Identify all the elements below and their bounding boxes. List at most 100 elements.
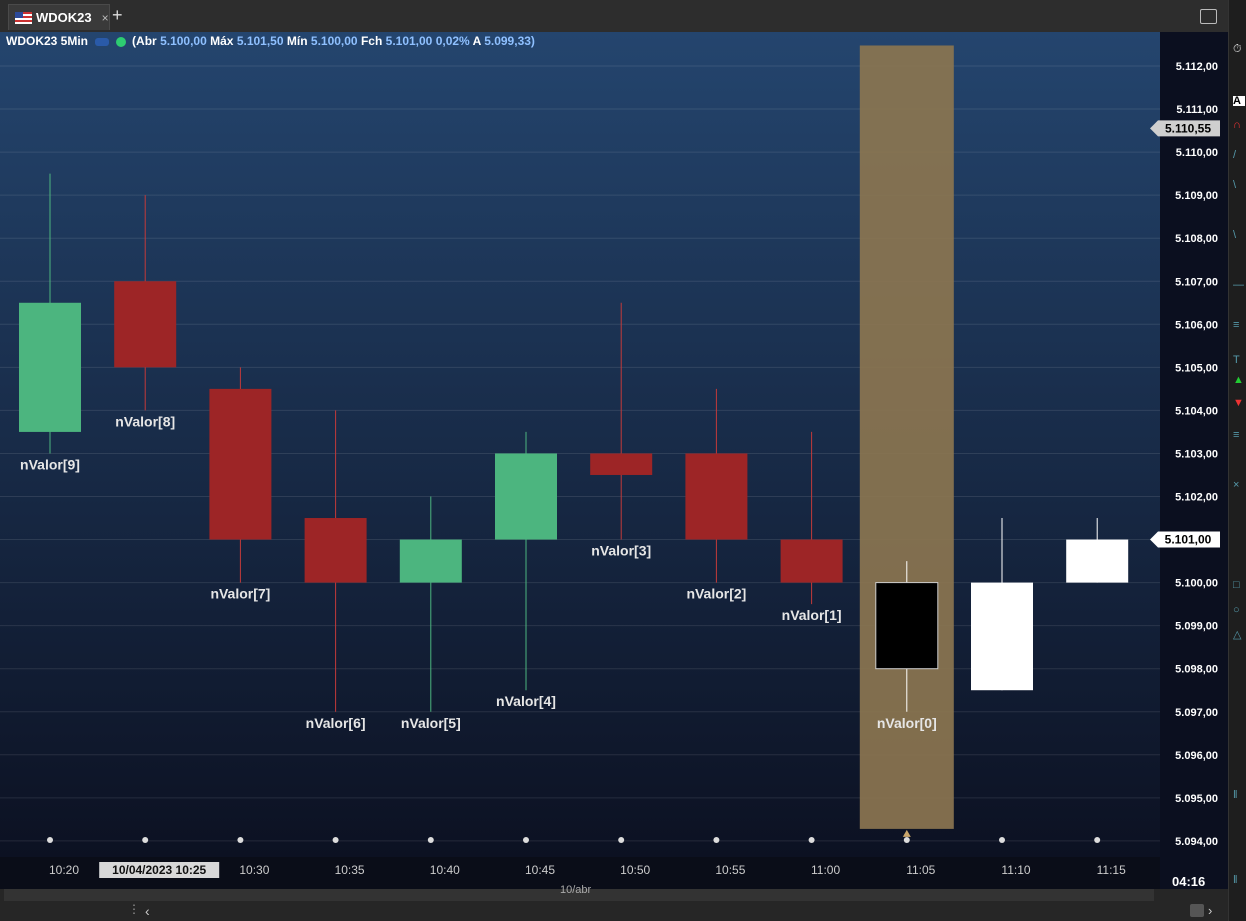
candle-label: nValor[0] [877,715,937,731]
magnet-icon[interactable]: ∩ [1233,119,1241,131]
time-scrollbar[interactable] [4,889,1154,901]
price-marker-badge [1150,531,1220,548]
candle-label: nValor[7] [210,586,270,602]
price-tick-label: 5.102,00 [1175,492,1218,504]
price-marker-badge [1150,120,1220,137]
time-tick-label: 11:05 [906,863,935,877]
time-tick-label: 10:35 [335,863,365,877]
gann-icon[interactable]: ‖ [1233,789,1238,801]
price-tick-label: 5.097,00 [1175,707,1218,719]
price-tick-label: 5.103,00 [1175,448,1218,460]
add-tab-button[interactable]: + [112,5,123,25]
high-label: Máx [210,34,234,48]
scroll-left-icon[interactable]: ‹ [145,903,150,919]
candle-body [304,518,367,583]
broker-icon [95,37,110,46]
low-label: Mín [286,34,308,48]
candlestick-chart[interactable]: 5.112,00 5.111,00 5.110,00 5.109,00 5.108,00… [0,32,1228,889]
close-value: 5.101,00 [385,34,433,48]
us-flag-icon [15,11,32,24]
tab-label: WDOK23 [36,10,92,25]
time-dot [237,837,244,843]
date-label: 10/abr [560,884,592,896]
bottom-bar: 10/abr ⋮ ‹ [0,884,1228,921]
chart-area[interactable]: 5.112,00 5.111,00 5.110,00 5.109,00 5.108,00… [0,32,1228,889]
pencil-icon[interactable]: / [1233,149,1237,161]
connection-status-icon [115,36,126,47]
average-label: A [472,34,481,48]
clock: 04:16 [1172,874,1206,889]
timer-icon[interactable]: ⏱ [1233,43,1242,55]
arrow-down-icon[interactable]: ▼ [1233,397,1244,409]
price-tick-label: 5.094,00 [1175,836,1218,848]
price-tick-label: 5.110,00 [1176,147,1218,159]
line-tool-icon[interactable]: \ [1233,179,1237,191]
rectangle-icon[interactable]: □ [1233,579,1240,591]
tab-bar: WDOK23 × + [0,0,1228,33]
open-value: 5.100,00 [160,34,207,48]
scroll-right-icon[interactable]: › [1208,903,1213,918]
candle-label: nValor[8] [115,413,175,429]
candle-body [209,388,272,540]
time-dot [427,837,434,843]
candle-label: nValor[1] [782,607,842,623]
price-tick-label: 5.100,00 [1175,578,1218,590]
price-tick-label: 5.105,00 [1175,362,1218,374]
channel-icon[interactable]: ≡ [1233,319,1240,331]
candle-label: nValor[2] [686,586,746,602]
open-label: (Abr [132,34,157,48]
text-label-icon[interactable]: T [1233,354,1240,366]
candle-label: nValor[3] [591,543,651,559]
price-tick-label: 5.109,00 [1175,190,1218,202]
chart-settings-icon[interactable] [1200,9,1217,24]
tab-close-button[interactable]: × [101,10,109,25]
arrow-up-icon[interactable]: ▲ [1233,374,1244,386]
time-tick-label: 11:15 [1097,863,1126,877]
average-value: 5.099,33) [484,34,535,48]
price-tick-label: 5.104,00 [1175,405,1218,417]
text-tool-icon[interactable]: A [1233,96,1245,107]
price-tick-label: 5.106,00 [1175,319,1218,331]
ohlc-info-bar: WDOK23 5Min (Abr 5.100,00 Máx 5.101,50 M… [6,34,535,48]
change-percent: 0,02% [435,34,470,48]
candle-body [590,453,653,475]
candle-body [875,582,939,670]
candle-body [19,302,81,432]
price-tick-label: 5.111,00 [1176,104,1218,116]
price-marker-label: 5.101,00 [1165,533,1212,547]
cross-icon[interactable]: × [1233,479,1240,491]
candle-body [685,453,748,540]
time-dot [808,837,815,843]
more-icon[interactable]: ⋮ [128,902,140,916]
time-dot [332,837,339,843]
time-dot [1094,837,1101,843]
crosshair-time-label: 10/04/2023 10:25 [112,863,206,877]
time-dot [47,837,53,843]
price-axis-panel [1160,32,1228,889]
fibonacci-icon[interactable]: ≡ [1233,429,1240,441]
tab-wdok23[interactable]: WDOK23 × [8,4,110,30]
selection-marker-icon [902,829,911,837]
time-dot [903,837,910,843]
candle-body [971,582,1033,691]
square-icon[interactable] [1190,904,1204,917]
time-dot [523,837,529,843]
time-tick-label: 11:10 [1001,863,1030,877]
price-tick-label: 5.095,00 [1175,793,1218,805]
candle-body [399,539,462,583]
time-dot [713,837,720,843]
triangle-icon[interactable]: △ [1233,629,1242,641]
time-dot [618,837,625,843]
symbol-label: WDOK23 5Min [6,34,89,48]
cycle-lines-icon[interactable]: ‖ [1233,874,1238,886]
price-tick-label: 5.099,00 [1175,621,1218,633]
low-value: 5.100,00 [310,34,358,48]
candle-label: nValor[5] [401,715,461,731]
candle-label: nValor[9] [20,456,80,472]
time-tick-label: 11:00 [811,863,840,877]
price-tick-label: 5.107,00 [1175,276,1218,288]
ray-tool-icon[interactable]: \ [1233,229,1237,241]
horizontal-line-icon[interactable]: — [1233,279,1244,291]
price-marker-label: 5.110,55 [1165,121,1211,135]
circle-icon[interactable]: ○ [1233,604,1240,616]
